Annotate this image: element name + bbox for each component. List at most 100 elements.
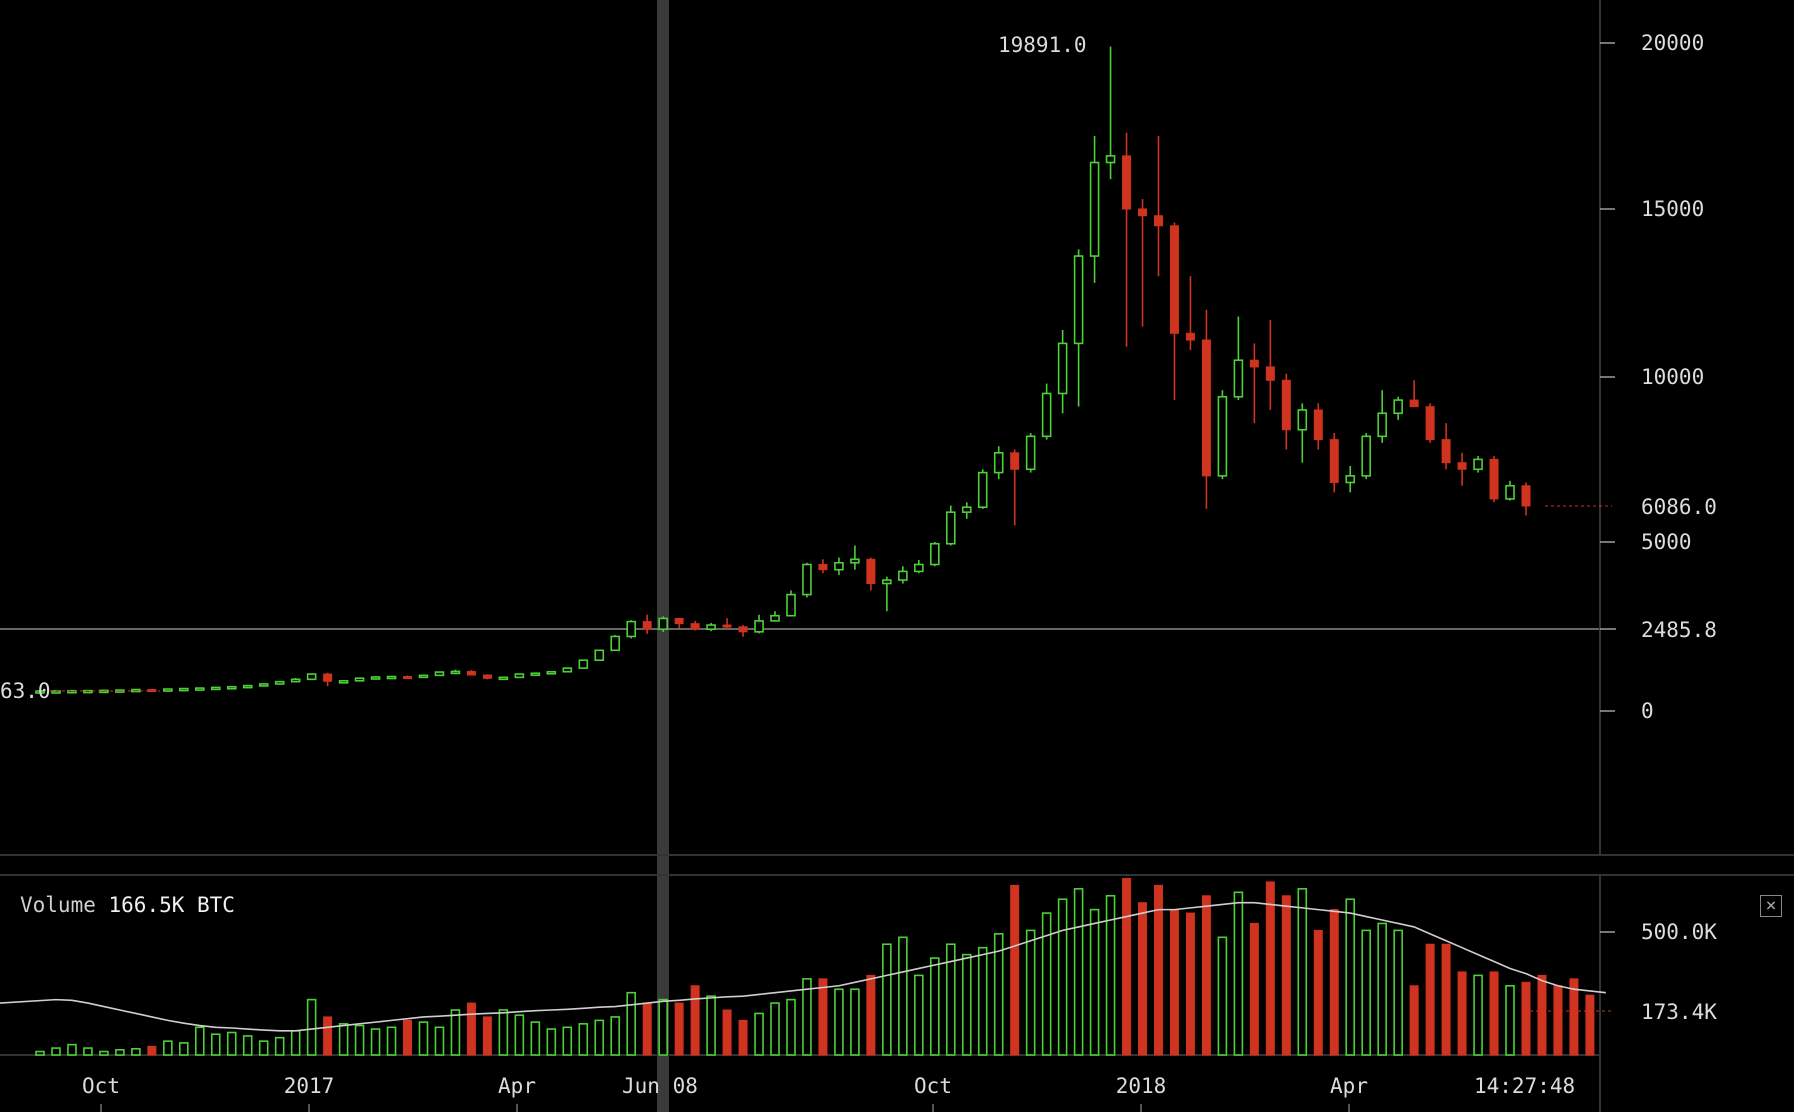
candle-body [674,617,684,625]
volume-bar [131,1047,141,1056]
time-tick-label: 2017 [284,1074,335,1098]
candle-body [882,579,892,585]
candle-body [626,620,637,638]
candle-body [594,649,605,661]
candle-body [818,563,828,571]
volume-bar [242,1035,253,1056]
candle-body [1281,379,1291,431]
candle-body [226,685,237,690]
volume-bar [658,998,668,1056]
candle-body [1057,342,1068,395]
left-price-label: 63.0 [0,679,51,703]
candle-body [690,623,700,630]
time-tick-label: Apr [1330,1074,1368,1098]
volume-bar [514,1014,525,1056]
price-axis: 0 5000 10000 15000 20000 [1600,31,1704,723]
volume-bar [1153,884,1163,1056]
candle-body [418,674,429,679]
candle-body [1089,161,1100,257]
volume-bar [977,946,988,1056]
volume-bar [546,1028,557,1056]
candle-body [290,678,301,683]
candle-body [35,690,45,694]
candle-body [706,624,716,630]
volume-bar [578,1023,589,1056]
volume-bar [786,998,796,1056]
volume-bar [1217,936,1228,1056]
candle-body [370,676,381,680]
volume-bar [993,933,1004,1056]
price-tick-label: 5000 [1641,530,1692,554]
volume-bar [1073,888,1084,1056]
volume-sma-line [0,901,1606,1032]
volume-bar [1041,912,1052,1056]
volume-bar [35,1050,45,1056]
candle-body [1169,225,1179,334]
candle-body [642,621,652,630]
candle-body [738,626,748,633]
price-tick-label: 0 [1641,699,1654,723]
volume-bar [1138,902,1148,1056]
volume-bar [67,1043,77,1056]
candle-body [450,670,461,675]
candle-body [434,671,445,677]
volume-bar [1457,971,1467,1056]
volume-bar [51,1047,61,1056]
volume-bar [1105,894,1116,1056]
volume-bar [834,988,844,1056]
candle-body [1505,484,1515,500]
volume-bar [1505,984,1515,1056]
volume-bar [99,1050,109,1056]
volume-bar [83,1047,93,1056]
volume-legend: Volume 166.5K BTC [20,893,235,917]
candle-body [179,687,189,692]
candle-body [1393,399,1403,415]
volume-bar [306,998,317,1056]
volume-bar [961,953,972,1056]
candle-body [242,684,253,689]
volume-bar [1122,877,1132,1056]
candle-body [578,659,589,669]
volume-bar [1265,881,1275,1056]
candle-body [1329,439,1339,483]
volume-bar [882,943,892,1056]
candle-body [1122,155,1132,210]
candle-body [1457,462,1467,470]
candle-body [786,593,796,617]
candle-body [834,561,844,571]
close-icon[interactable]: × [1760,895,1782,917]
volume-bar [738,1019,748,1056]
volume-bar [1441,943,1451,1056]
candle-body [306,673,317,681]
volume-bar [1057,898,1068,1056]
volume-bar [258,1040,269,1056]
volume-bar [1281,895,1291,1056]
volume-bar [642,1002,652,1056]
volume-bar [898,936,908,1056]
volume-bar [945,943,956,1056]
volume-bar [1010,884,1020,1056]
candle-body [898,570,908,581]
volume-bar [115,1049,125,1056]
candle-body [658,617,668,630]
candle-body [530,672,541,677]
volume-bar [450,1009,461,1056]
volume-bar [1185,912,1195,1056]
clock-label: 14:27:48 [1474,1074,1575,1098]
price-tick-label: 20000 [1641,31,1704,55]
volume-bar [179,1042,189,1056]
candle-body [210,686,221,691]
volume-bar [1361,929,1372,1056]
volume-bar [1425,943,1435,1056]
volume-bar [1393,929,1403,1056]
last-price-label: 6086.0 [1641,495,1717,519]
volume-bar [1409,985,1419,1056]
volume-series: 500.0K [0,877,1717,1056]
candle-body [1441,439,1451,464]
candle-body [1073,255,1084,345]
volume-bar [1377,922,1387,1056]
time-tick-label: Apr [498,1074,536,1098]
candle-body [482,674,492,679]
candle-body [51,690,61,694]
